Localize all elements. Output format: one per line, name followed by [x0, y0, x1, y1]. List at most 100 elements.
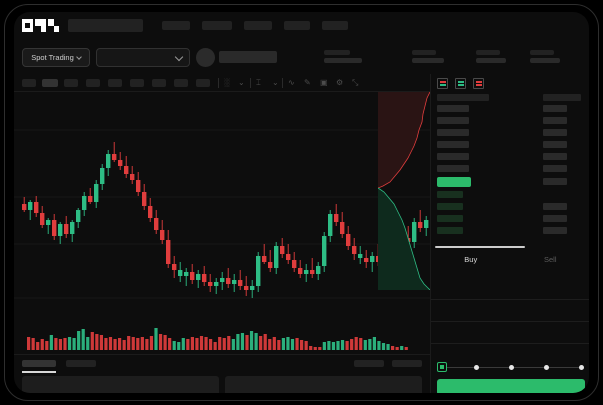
- bottom-action-1[interactable]: [392, 360, 422, 367]
- header-nav-item-2[interactable]: [244, 21, 272, 30]
- ticker-stat-1: [412, 50, 444, 63]
- pencil-icon[interactable]: ✎: [304, 78, 311, 87]
- orderbook-ask-amount-3: [543, 141, 567, 148]
- orderbook-ask-row-4[interactable]: [437, 153, 469, 160]
- timeframe-button-0[interactable]: [22, 79, 36, 87]
- indicators-icon[interactable]: ⌶: [256, 78, 261, 87]
- orderbook-bids-icon[interactable]: [455, 78, 466, 89]
- orderbook-last-price: [437, 177, 471, 187]
- orderbook-bid-row-0[interactable]: [437, 191, 463, 198]
- candlestick-type-icon[interactable]: ░: [224, 78, 230, 87]
- logo-glyph-x: [48, 19, 59, 32]
- ticker-stat-value: [476, 58, 506, 63]
- orderbook-ask-row-0[interactable]: [437, 105, 469, 112]
- timeframe-button-8[interactable]: [196, 79, 210, 87]
- bottom-action-0[interactable]: [354, 360, 384, 367]
- search-input[interactable]: [68, 19, 143, 32]
- candlestick-series: [22, 142, 429, 298]
- fullscreen-icon[interactable]: ⤡: [352, 78, 359, 87]
- orderbook-scroll-indicator[interactable]: [435, 246, 525, 248]
- percent-stop-75[interactable]: [543, 364, 549, 370]
- orderbook-both-icon[interactable]: [437, 78, 448, 89]
- spot-trading-label: Spot Trading: [31, 53, 74, 62]
- tab-buy[interactable]: Buy: [464, 254, 478, 264]
- chevron-down-icon[interactable]: ⌄: [272, 78, 279, 87]
- timeframe-button-7[interactable]: [174, 79, 188, 87]
- tab-sell[interactable]: Sell: [543, 254, 557, 264]
- orderbook-ask-row-3[interactable]: [437, 141, 469, 148]
- timeframe-button-5[interactable]: [130, 79, 144, 87]
- timeframe-button-1[interactable]: [42, 79, 58, 87]
- orderbook-asks-icon[interactable]: [473, 78, 484, 89]
- line-tool-icon[interactable]: ∿: [288, 78, 295, 87]
- orderbook[interactable]: [431, 94, 589, 246]
- ticker-stat-label: [530, 50, 554, 55]
- orderbook-ask-row-2[interactable]: [437, 129, 469, 136]
- bottom-panel-right[interactable]: [225, 376, 422, 393]
- depth-chart: [377, 91, 431, 291]
- spot-trading-dropdown[interactable]: Spot Trading: [22, 48, 90, 67]
- order-form: [431, 270, 589, 358]
- orderbook-bid-amount-3: [543, 227, 567, 234]
- header-nav-item-1[interactable]: [202, 21, 232, 30]
- toolbar-divider: [282, 78, 283, 88]
- order-form-row[interactable]: [431, 300, 589, 322]
- active-tab-underline: [22, 371, 56, 373]
- order-form-row[interactable]: [431, 322, 589, 344]
- percent-slider[interactable]: [437, 362, 585, 372]
- orderbook-ask-amount-2: [543, 129, 567, 136]
- ask-depth-area: [378, 92, 430, 188]
- orderbook-bid-row-3[interactable]: [437, 227, 463, 234]
- percent-stop-25[interactable]: [473, 364, 479, 370]
- header-nav-item-3[interactable]: [284, 21, 310, 30]
- orderbook-ask-amount-1: [543, 117, 567, 124]
- ticker-stat-value: [530, 58, 560, 63]
- timeframe-button-6[interactable]: [152, 79, 166, 87]
- last-price-value: [219, 51, 277, 63]
- header-nav-item-0[interactable]: [162, 21, 190, 30]
- bottom-panel-left[interactable]: [22, 376, 219, 393]
- trading-pair-select[interactable]: [96, 48, 190, 67]
- price-chart[interactable]: [14, 92, 430, 354]
- ticker-bar: Spot Trading: [14, 42, 589, 74]
- bottom-tab-0[interactable]: [22, 360, 56, 367]
- logo-glyph-k: [35, 19, 46, 32]
- confirm-order-button[interactable]: [437, 379, 585, 393]
- timeframe-button-2[interactable]: [64, 79, 78, 87]
- chevron-down-icon: [174, 52, 184, 62]
- orderbook-bid-amount-2: [543, 215, 567, 222]
- percent-stop-50[interactable]: [508, 364, 514, 370]
- orderbook-header-left: [437, 94, 489, 101]
- bottom-tab-bar: [14, 354, 430, 374]
- chevron-down-icon: [75, 53, 82, 60]
- bid-depth-line: [377, 187, 431, 291]
- percent-slider-handle[interactable]: [437, 362, 447, 372]
- orderbook-ask-amount-4: [543, 153, 567, 160]
- header-nav-item-4[interactable]: [322, 21, 348, 30]
- orderbook-ask-row-1[interactable]: [437, 117, 469, 124]
- app-screen: Spot Trading ░ ⌄ ⌶ ⌄ ∿ ✎ ▣ ⚙ ⤡: [14, 12, 589, 393]
- order-form-row[interactable]: [431, 280, 589, 300]
- chevron-down-icon[interactable]: ⌄: [238, 78, 245, 87]
- timeframe-button-3[interactable]: [86, 79, 100, 87]
- orderbook-bid-row-2[interactable]: [437, 215, 463, 222]
- settings-gear-icon[interactable]: ⚙: [336, 78, 344, 87]
- camera-icon[interactable]: ▣: [320, 78, 328, 87]
- ticker-stat-value: [412, 58, 444, 63]
- bottom-tab-1[interactable]: [66, 360, 96, 367]
- ticker-stat-2: [476, 50, 506, 63]
- order-form-row[interactable]: [431, 344, 589, 358]
- bid-depth-area: [378, 188, 430, 290]
- okx-logo-icon[interactable]: [22, 19, 60, 32]
- percent-stop-100[interactable]: [578, 364, 584, 370]
- orderbook-last-price-amount: [543, 178, 567, 185]
- volume-series: [27, 328, 408, 350]
- bottom-panels: [14, 376, 430, 393]
- ticker-stat-label: [324, 50, 350, 55]
- toolbar-divider: [218, 78, 219, 88]
- timeframe-button-4[interactable]: [108, 79, 122, 87]
- orderbook-ask-row-5[interactable]: [437, 165, 469, 172]
- orderbook-bid-row-1[interactable]: [437, 203, 463, 210]
- orderbook-mode-buttons: [437, 78, 484, 89]
